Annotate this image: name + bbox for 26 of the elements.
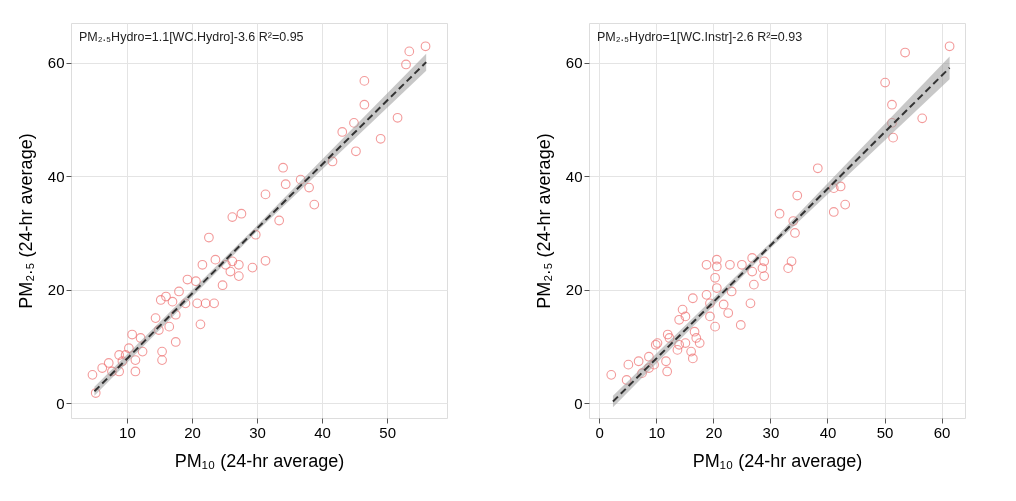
x-tick-label: 10 [119,423,136,441]
annotation: PM₂.₅Hydro=1.1[WC.Hydro]-3.6 R²=0.95 [79,30,304,44]
y-tick-label: 20 [47,281,65,299]
y-tick-label: 0 [574,394,583,412]
x-tick-label: 50 [876,423,894,441]
x-tick-label: 10 [648,423,666,441]
y-tick-label: 0 [56,394,65,412]
y-tick-label: 20 [565,281,583,299]
x-axis-title: PM₁₀ (24-hr average) [692,450,863,471]
y-axis-title: PM₂.₅ (24-hr average) [533,133,554,309]
x-tick-label: 40 [314,423,331,441]
x-tick-label: 20 [705,423,723,441]
y-tick-label: 40 [565,167,583,185]
x-tick-label: 30 [762,423,780,441]
x-tick-label: 60 [933,423,951,441]
x-tick-label: 30 [249,423,266,441]
x-tick-label: 50 [379,423,396,441]
y-tick-label: 40 [47,167,65,185]
y-axis-title: PM₂.₅ (24-hr average) [15,133,36,309]
annotation: PM₂.₅Hydro=1[WC.Instr]-2.6 R²=0.93 [597,30,803,44]
x-tick-label: 0 [595,423,604,441]
y-tick-label: 60 [47,54,65,72]
x-tick-label: 40 [819,423,837,441]
y-tick-label: 60 [565,54,583,72]
x-axis-title: PM₁₀ (24-hr average) [174,450,345,471]
x-tick-label: 20 [184,423,201,441]
